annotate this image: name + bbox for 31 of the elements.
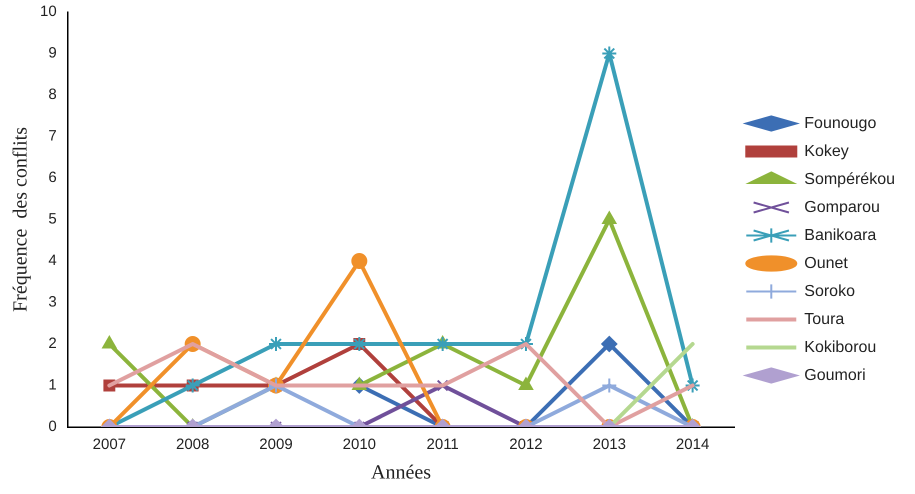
y-tick-label: 1 xyxy=(48,376,57,394)
y-tick-label: 5 xyxy=(48,210,57,228)
y-tick-label: 6 xyxy=(48,169,57,186)
legend-label: Banikoara xyxy=(804,226,876,244)
x-tick-label: 2008 xyxy=(176,436,210,454)
legend-label: Ounet xyxy=(804,254,848,272)
x-tick-label: 2011 xyxy=(426,436,459,454)
y-tick-label: 2 xyxy=(48,335,57,352)
y-tick-label: 4 xyxy=(48,252,57,270)
y-axis-title: Fréquence des conflits xyxy=(9,126,32,312)
y-tick-label: 3 xyxy=(48,294,57,311)
legend-label: Soroko xyxy=(804,282,856,300)
x-tick-label: 2009 xyxy=(259,436,293,454)
x-tick-label: 2013 xyxy=(592,436,626,454)
legend-label: Founougo xyxy=(804,114,876,132)
x-tick-label: 2012 xyxy=(509,436,543,454)
x-tick-label: 2010 xyxy=(342,436,376,454)
y-tick-label: 10 xyxy=(40,3,57,20)
legend-label: Gomparou xyxy=(804,198,880,216)
x-tick-label: 2007 xyxy=(92,436,126,454)
x-tick-label: 2014 xyxy=(676,436,710,454)
legend-label: Sompérékou xyxy=(804,170,895,188)
y-tick-label: 7 xyxy=(48,128,57,145)
legend-label: Kokey xyxy=(804,142,849,160)
y-tick-label: 0 xyxy=(48,418,57,436)
legend-label: Toura xyxy=(804,310,844,328)
x-axis-title: Années xyxy=(370,461,432,484)
legend-label: Goumori xyxy=(804,366,866,384)
y-tick-label: 8 xyxy=(48,86,57,104)
legend-label: Kokiborou xyxy=(804,338,876,356)
y-tick-label: 9 xyxy=(48,44,57,62)
